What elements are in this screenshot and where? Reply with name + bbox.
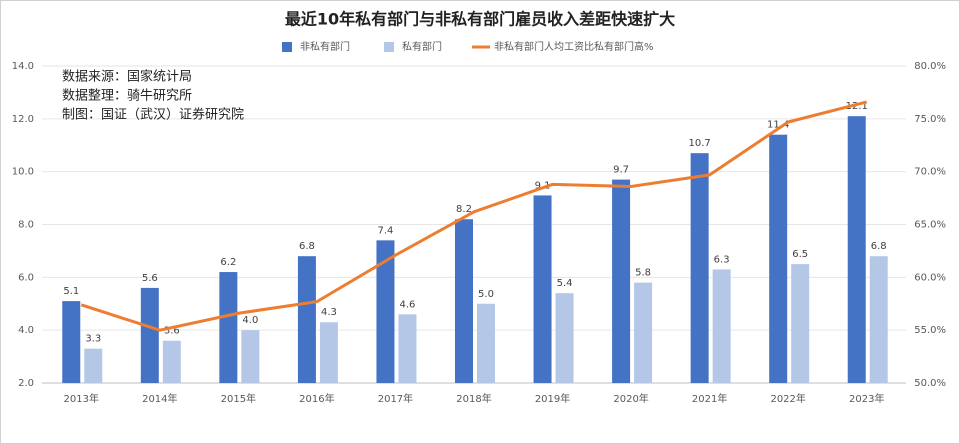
x-tick-label: 2016年	[299, 392, 334, 405]
y-tick-label: 14.0	[12, 61, 34, 72]
data-label: 7.4	[378, 225, 394, 236]
data-label: 5.6	[142, 273, 158, 284]
x-tick-label: 2015年	[221, 392, 256, 405]
data-label: 4.0	[242, 315, 258, 326]
annotation: 数据来源：国家统计局	[62, 69, 192, 85]
bar	[847, 116, 866, 384]
bar	[398, 314, 417, 383]
data-label: 6.3	[714, 254, 730, 265]
y2-tick-label: 80.0%	[914, 61, 946, 72]
x-tick-label: 2017年	[378, 392, 413, 405]
data-label: 3.3	[85, 334, 101, 345]
bar	[219, 272, 238, 383]
x-tick-label: 2022年	[770, 392, 805, 405]
data-label: 6.5	[792, 249, 808, 260]
y2-tick-label: 70.0%	[914, 167, 946, 178]
data-label: 6.2	[220, 257, 236, 268]
bar	[376, 240, 395, 383]
bar	[241, 330, 260, 383]
x-tick-label: 2023年	[849, 392, 884, 405]
bar	[791, 264, 810, 383]
bar	[62, 301, 81, 383]
data-label: 3.6	[164, 326, 180, 337]
data-label: 5.1	[63, 286, 79, 297]
y-tick-label: 6.0	[18, 272, 34, 283]
bar	[533, 195, 552, 383]
data-label: 9.7	[613, 165, 629, 176]
bar	[690, 153, 709, 383]
data-label: 5.0	[478, 289, 494, 300]
bar	[769, 134, 788, 383]
bar	[869, 256, 888, 383]
legend-label: 私有部门	[402, 40, 442, 53]
y2-tick-label: 55.0%	[914, 325, 946, 336]
y-tick-label: 4.0	[18, 325, 34, 336]
data-label: 4.6	[400, 299, 416, 310]
bar	[140, 287, 159, 383]
x-tick-label: 2019年	[535, 392, 570, 405]
y2-tick-label: 65.0%	[914, 220, 946, 231]
x-tick-label: 2018年	[456, 392, 491, 405]
annotation: 数据整理：骑牛研究所	[62, 89, 192, 104]
data-label: 5.4	[557, 278, 573, 289]
data-label: 6.8	[871, 241, 887, 252]
data-label: 12.1	[846, 101, 868, 112]
annotation: 制图：国证（武汉）证券研究院	[62, 107, 244, 123]
x-tick-label: 2020年	[613, 392, 648, 405]
data-label: 9.1	[535, 180, 551, 191]
y2-tick-label: 50.0%	[914, 378, 946, 389]
legend-swatch	[282, 42, 292, 52]
y-tick-label: 2.0	[18, 378, 34, 389]
legend-label: 非私有部门	[300, 40, 350, 53]
x-tick-label: 2021年	[692, 392, 727, 405]
legend-swatch	[384, 42, 394, 52]
y-tick-label: 10.0	[12, 167, 34, 178]
data-label: 5.8	[635, 268, 651, 279]
data-label: 8.2	[456, 204, 472, 215]
legend-label: 非私有部门人均工资比私有部门高%	[494, 40, 654, 53]
bar	[612, 179, 631, 383]
bar	[162, 340, 181, 383]
y-tick-label: 8.0	[18, 220, 34, 231]
bar	[555, 293, 574, 383]
bar	[712, 269, 731, 383]
y2-tick-label: 60.0%	[914, 272, 946, 283]
data-label: 4.3	[321, 307, 337, 318]
data-label: 10.7	[689, 138, 711, 149]
x-tick-label: 2013年	[64, 392, 99, 405]
x-tick-label: 2014年	[142, 392, 177, 405]
data-label: 6.8	[299, 241, 315, 252]
bar	[319, 322, 338, 383]
bar	[477, 303, 495, 383]
bar	[634, 282, 653, 383]
data-label: 11.4	[767, 120, 789, 131]
y2-tick-label: 75.0%	[914, 114, 946, 125]
line	[80, 100, 868, 332]
chart-title: 最近10年私有部门与非私有部门雇员收入差距快速扩大	[285, 10, 675, 29]
bar	[84, 348, 103, 383]
y-tick-label: 12.0	[12, 114, 34, 125]
bar	[297, 256, 316, 383]
bar	[455, 219, 473, 383]
